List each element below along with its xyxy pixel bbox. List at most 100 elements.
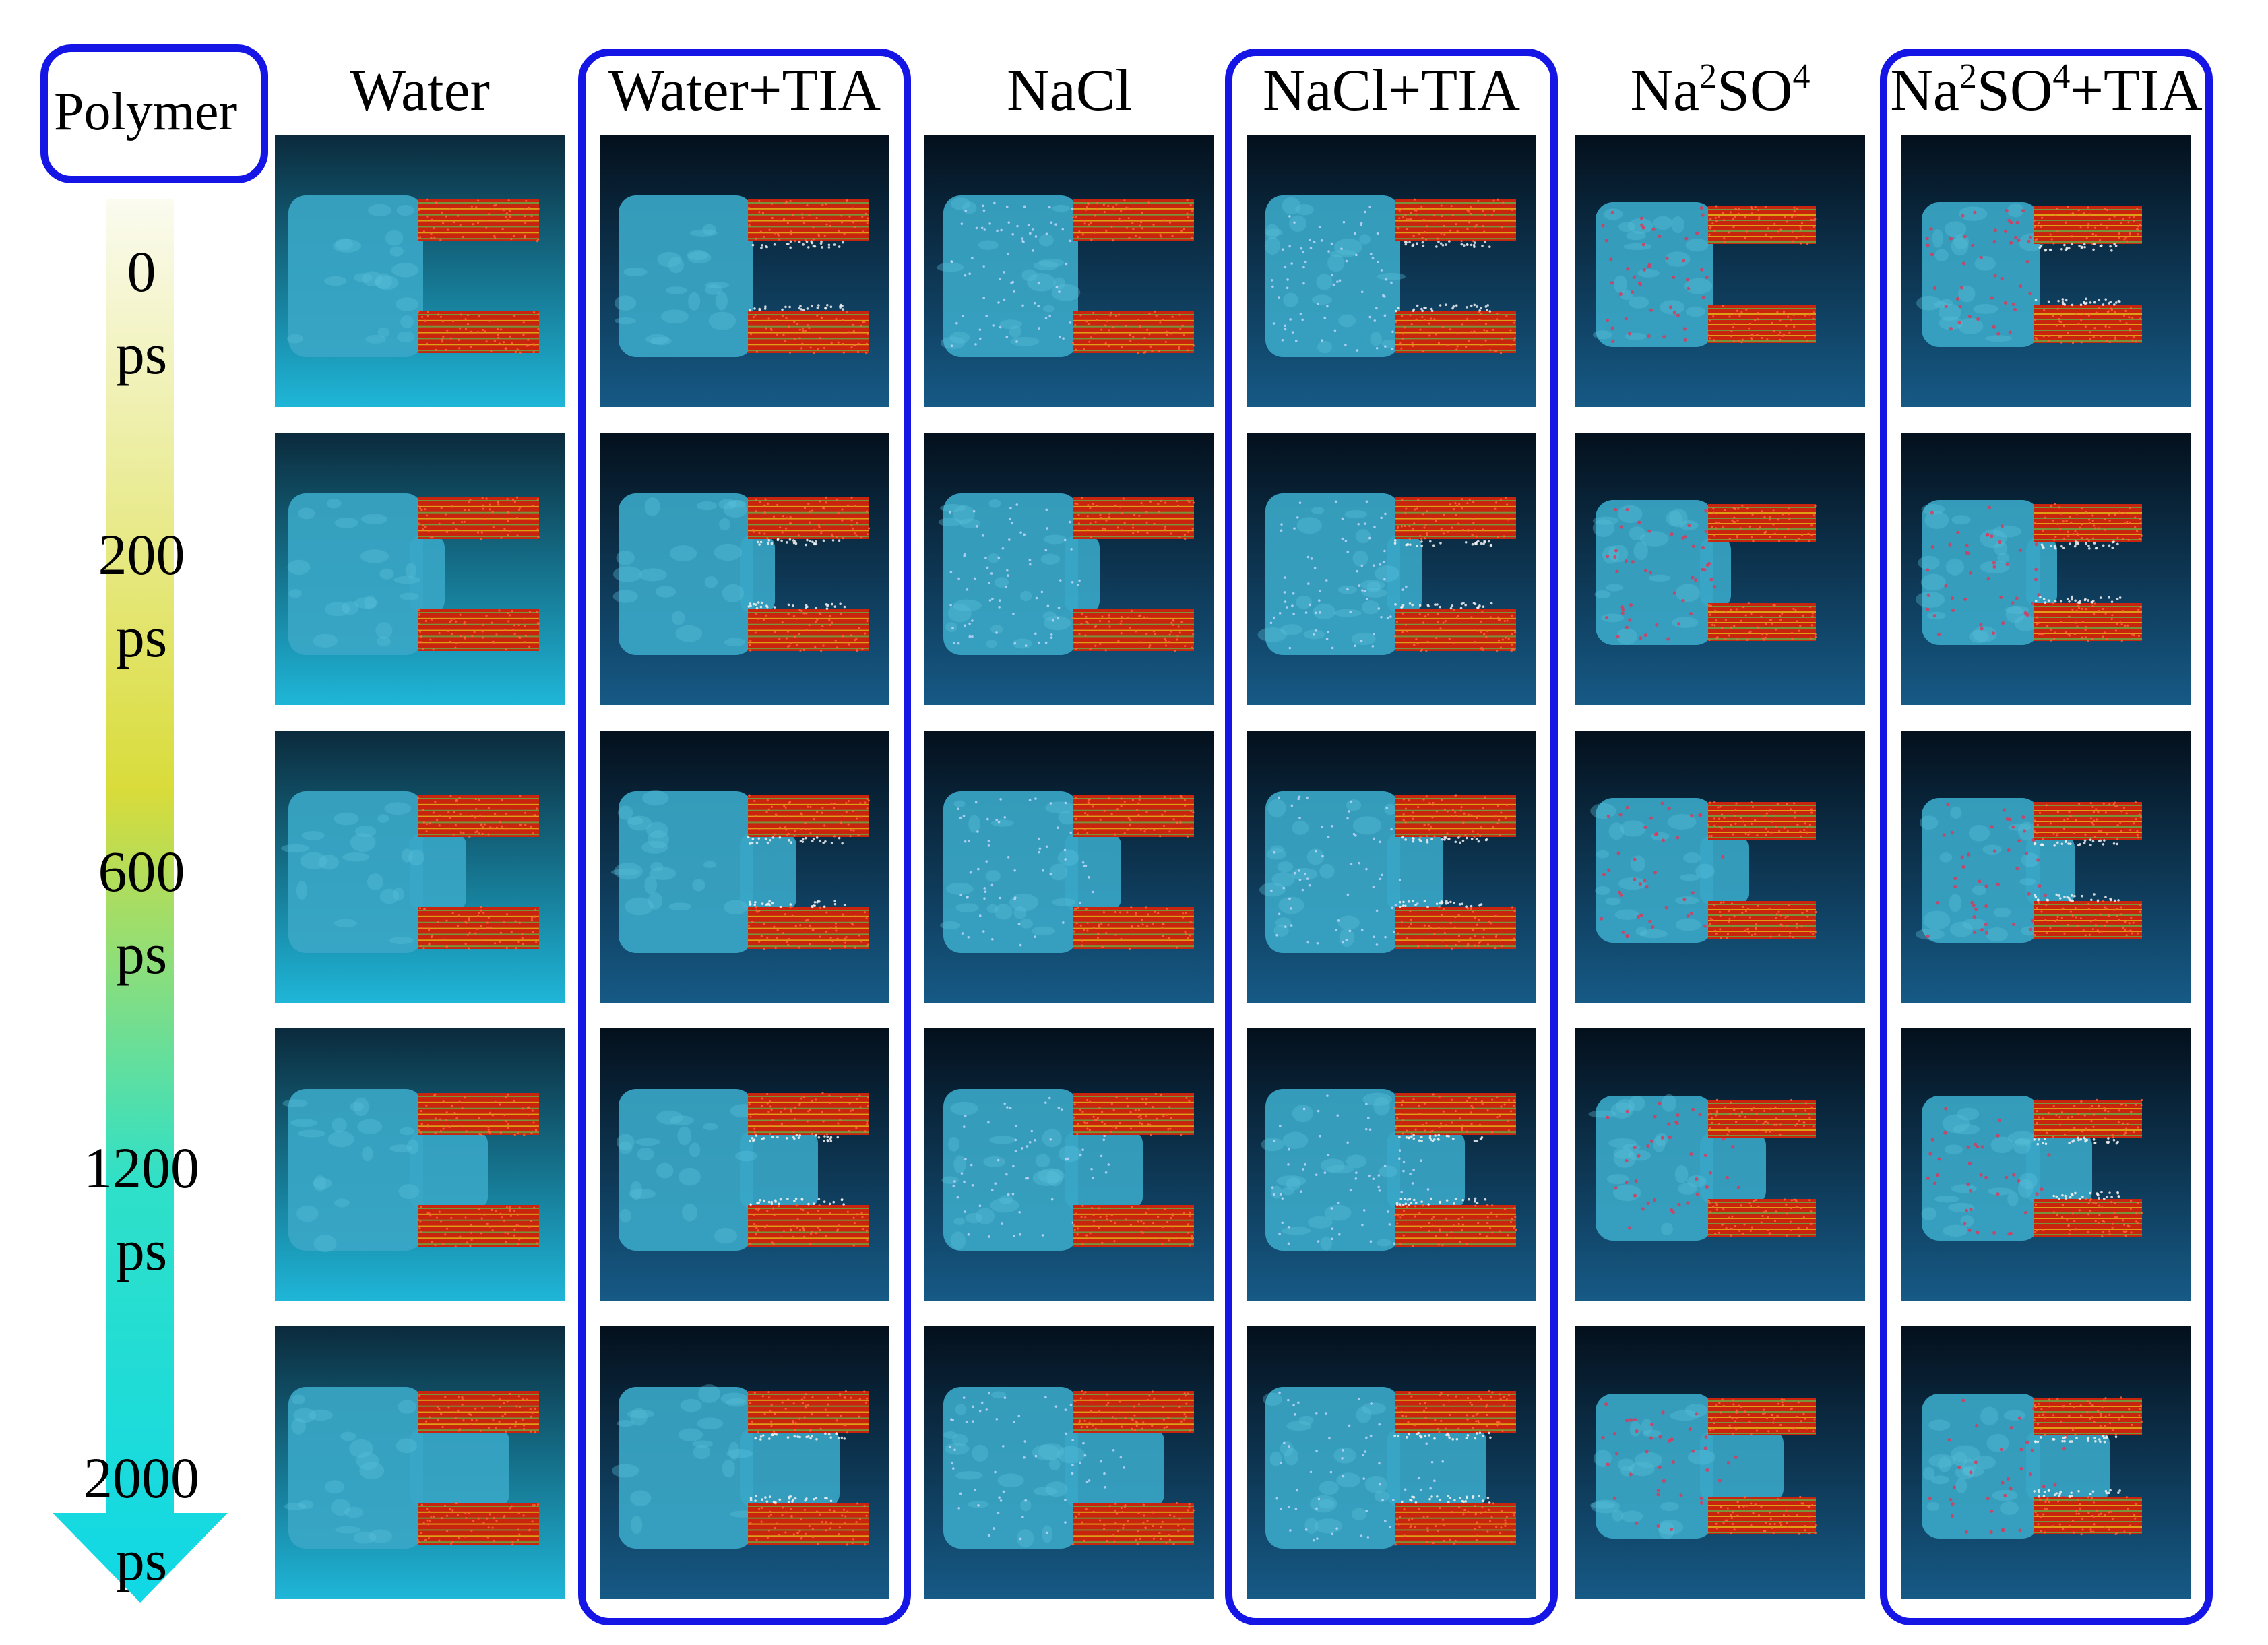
water-gel bbox=[941, 1089, 1143, 1251]
snapshot-water-t2 bbox=[275, 731, 565, 1003]
polymer-slab-lower bbox=[2034, 595, 2142, 642]
snapshot-nacl-tia-t2 bbox=[1247, 731, 1536, 1003]
snapshot-na2so4-tia-t4 bbox=[1901, 1326, 2191, 1599]
column-header-na2so4: Na 2 SO 4 bbox=[1548, 57, 1892, 131]
snapshot-water-tia-t4 bbox=[600, 1326, 889, 1599]
snapshot-nacl-t0 bbox=[924, 135, 1214, 407]
polymer-slab-lower bbox=[2034, 1191, 2143, 1238]
header-subscript: 4 bbox=[2052, 57, 2071, 96]
water-gel bbox=[1263, 1387, 1486, 1549]
column-header-water: Water bbox=[248, 57, 592, 131]
water-gel bbox=[1592, 202, 1713, 347]
header-text: SO bbox=[1976, 58, 2053, 123]
water-gel bbox=[1592, 500, 1731, 645]
header-subscript: 2 bbox=[1699, 57, 1718, 96]
polymer-slab-lower bbox=[1707, 305, 1817, 344]
water-gel bbox=[937, 195, 1081, 357]
water-gel bbox=[1257, 493, 1422, 655]
polymer-slab-upper bbox=[1072, 199, 1194, 242]
ion-dots bbox=[949, 503, 1085, 647]
polymer-slab-upper bbox=[2033, 801, 2142, 847]
polymer-slab-upper bbox=[416, 795, 539, 838]
polymer-legend-label: Polymer bbox=[54, 82, 237, 142]
highlight-frame-nacl-tia bbox=[1225, 49, 1558, 1625]
snapshot-nacl-t1 bbox=[924, 433, 1214, 705]
polymer-slab-upper bbox=[2033, 1098, 2143, 1146]
highlight-frame-water-tia bbox=[578, 49, 911, 1625]
polymer-slab-lower bbox=[1072, 1501, 1195, 1546]
polymer-slab-upper bbox=[748, 1390, 869, 1441]
polymer-slab-lower bbox=[1394, 1495, 1516, 1546]
header-text: SO bbox=[1717, 58, 1793, 123]
snapshot-nacl-t4 bbox=[924, 1326, 1214, 1599]
header-subscript: 4 bbox=[1792, 57, 1810, 96]
polymer-slab-upper bbox=[748, 496, 871, 547]
water-gel bbox=[1915, 500, 2057, 645]
ion-dots bbox=[950, 201, 1074, 347]
time-value-0: 0 bbox=[127, 239, 156, 304]
time-unit-0: ps bbox=[115, 321, 168, 386]
snapshot-na2so4-t3 bbox=[1575, 1028, 1865, 1301]
polymer-slab-upper bbox=[1073, 795, 1195, 838]
polymer-slab-lower bbox=[1071, 609, 1195, 652]
water-gel bbox=[287, 493, 445, 655]
polymer-slab-upper bbox=[1708, 504, 1817, 542]
snapshot-na2so4-tia-t0 bbox=[1901, 135, 2191, 407]
water-gel bbox=[284, 1387, 509, 1549]
polymer-slab-lower bbox=[747, 900, 870, 950]
polymer-slab-upper bbox=[1073, 1390, 1194, 1433]
polymer-slab-lower bbox=[417, 310, 540, 354]
snapshot-nacl-tia-t4 bbox=[1247, 1326, 1536, 1599]
polymer-slab-lower bbox=[748, 1197, 869, 1247]
polymer-slab-lower bbox=[748, 1495, 869, 1546]
polymer-slab-upper bbox=[418, 1391, 539, 1434]
snapshot-water-t3 bbox=[275, 1028, 565, 1301]
snapshot-nacl-t2 bbox=[924, 731, 1214, 1003]
polymer-slab-upper bbox=[1708, 1398, 1816, 1435]
column-header-nacl-tia: NaCl+TIA bbox=[1220, 57, 1563, 131]
ion-dots bbox=[949, 1392, 1126, 1545]
polymer-slab-lower bbox=[1071, 310, 1195, 354]
polymer-slab-lower bbox=[1072, 906, 1195, 950]
snapshot-nacl-tia-t1 bbox=[1247, 433, 1536, 705]
column-header-water-tia: Water+TIA bbox=[573, 57, 916, 131]
polymer-slab-lower bbox=[1394, 303, 1516, 354]
polymer-slab-upper bbox=[418, 1093, 539, 1136]
header-text: Water bbox=[350, 58, 490, 123]
polymer-slab-lower bbox=[2033, 1489, 2142, 1536]
polymer-slab-upper bbox=[416, 496, 540, 540]
water-gel bbox=[1589, 1394, 1784, 1539]
polymer-slab-upper bbox=[748, 1092, 869, 1143]
polymer-slab-lower bbox=[747, 601, 869, 652]
column-header-nacl: NaCl bbox=[897, 57, 1241, 131]
polymer-slab-upper bbox=[2034, 503, 2143, 550]
snapshot-water-tia-t3 bbox=[600, 1028, 889, 1301]
polymer-slab-lower bbox=[1073, 1204, 1194, 1247]
polymer-slab-lower bbox=[1394, 1197, 1517, 1247]
snapshot-water-t0 bbox=[275, 135, 565, 407]
time-unit-3: ps bbox=[115, 1218, 168, 1282]
ion-dots bbox=[1600, 801, 1728, 939]
header-text: Na bbox=[1630, 58, 1700, 123]
polymer-slab-upper bbox=[1707, 1098, 1816, 1138]
snapshot-na2so4-tia-t3 bbox=[1901, 1028, 2191, 1301]
water-gel bbox=[1915, 798, 2075, 943]
water-gel bbox=[1588, 1094, 1766, 1241]
polymer-slab-lower bbox=[2034, 893, 2142, 939]
time-unit-2: ps bbox=[115, 921, 168, 986]
polymer-slab-lower bbox=[1708, 1495, 1817, 1535]
polymer-slab-lower bbox=[1395, 900, 1516, 950]
polymer-slab-upper bbox=[1708, 205, 1817, 245]
ion-dots bbox=[1601, 206, 1709, 344]
snapshot-nacl-tia-t3 bbox=[1247, 1028, 1536, 1301]
water-gel bbox=[1590, 798, 1749, 943]
polymer-slab-lower bbox=[2034, 297, 2142, 344]
snapshot-na2so4-t0 bbox=[1575, 135, 1865, 407]
polymer-slab-upper bbox=[2033, 1396, 2143, 1444]
time-value-3: 1200 bbox=[84, 1136, 199, 1200]
snapshot-water-tia-t1 bbox=[600, 433, 889, 705]
time-value-4: 2000 bbox=[84, 1446, 199, 1510]
header-text: NaCl bbox=[1007, 58, 1132, 123]
water-gel bbox=[1259, 791, 1443, 953]
polymer-slab-lower bbox=[1708, 602, 1817, 642]
